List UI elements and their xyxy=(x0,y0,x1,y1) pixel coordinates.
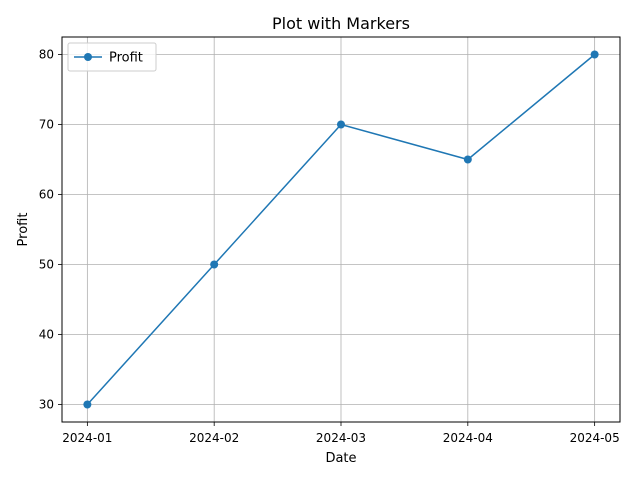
data-point xyxy=(463,155,472,164)
chart-title: Plot with Markers xyxy=(272,14,410,33)
y-tick-label: 70 xyxy=(39,118,54,132)
x-tick-label: 2024-05 xyxy=(570,431,620,445)
y-axis-label: Profit xyxy=(16,213,31,247)
data-point xyxy=(337,120,345,129)
x-tick-label: 2024-04 xyxy=(443,431,493,445)
y-tick-label: 50 xyxy=(39,258,54,272)
legend-box xyxy=(67,42,157,72)
axis-ticks: 2024-01 2024-02 2024-03 2024-04 2024-05 30 40 5… xyxy=(39,48,620,446)
legend: Profit xyxy=(67,42,157,72)
data-point xyxy=(590,50,599,59)
y-tick-label: 40 xyxy=(39,328,54,342)
x-tick-label: 2024-03 xyxy=(316,431,366,445)
y-tick-label: 30 xyxy=(39,398,54,412)
y-tick-label: 60 xyxy=(39,188,54,202)
data-point xyxy=(210,260,219,269)
x-axis-label: Date xyxy=(325,451,356,466)
legend-entry-profit: Profit xyxy=(109,51,143,66)
x-tick-label: 2024-02 xyxy=(189,431,239,445)
y-tick-label: 80 xyxy=(39,48,54,62)
series-layer xyxy=(83,50,599,409)
data-point xyxy=(83,400,92,409)
legend-marker-profit xyxy=(84,53,92,61)
x-tick-label: 2024-01 xyxy=(62,431,112,445)
